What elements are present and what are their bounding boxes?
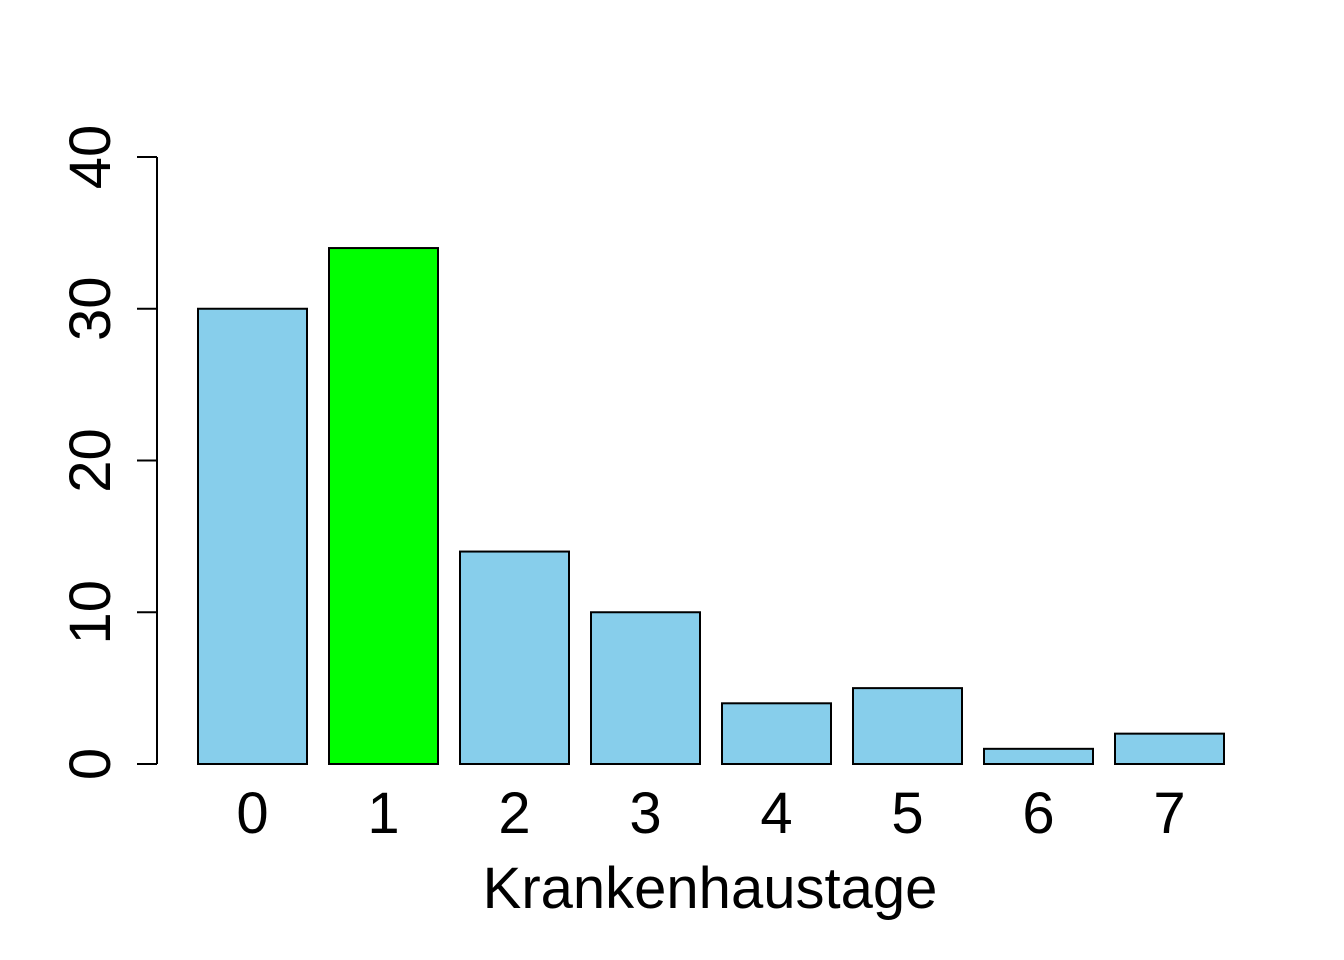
y-tick-label: 20: [58, 428, 123, 493]
x-axis-label: Krankenhaustage: [483, 856, 938, 921]
y-tick-label: 30: [58, 276, 123, 341]
bars: [197, 247, 1225, 766]
x-tick-labels: 0 1 2 3 4 5 6 7: [236, 781, 1185, 846]
x-tick-label: 1: [367, 781, 399, 846]
bar-7: [1114, 732, 1225, 766]
x-tick-label: 3: [629, 781, 661, 846]
bar-4: [721, 702, 832, 765]
bar-5: [852, 687, 963, 765]
bar-6: [983, 747, 1094, 766]
bar-2: [459, 550, 570, 765]
x-tick-label: 7: [1153, 781, 1185, 846]
bar-1: [328, 247, 439, 766]
x-tick-label: 5: [891, 781, 923, 846]
x-tick-label: 4: [760, 781, 792, 846]
bar-3: [590, 611, 701, 765]
y-tick-label: 10: [58, 580, 123, 645]
x-tick-label: 0: [236, 781, 268, 846]
x-tick-label: 6: [1022, 781, 1054, 846]
bar-0: [197, 307, 308, 765]
x-tick-label: 2: [498, 781, 530, 846]
y-axis: 0 10 20 30 40: [58, 125, 158, 780]
y-tick-label: 40: [58, 125, 123, 190]
y-tick-label: 0: [58, 748, 123, 780]
